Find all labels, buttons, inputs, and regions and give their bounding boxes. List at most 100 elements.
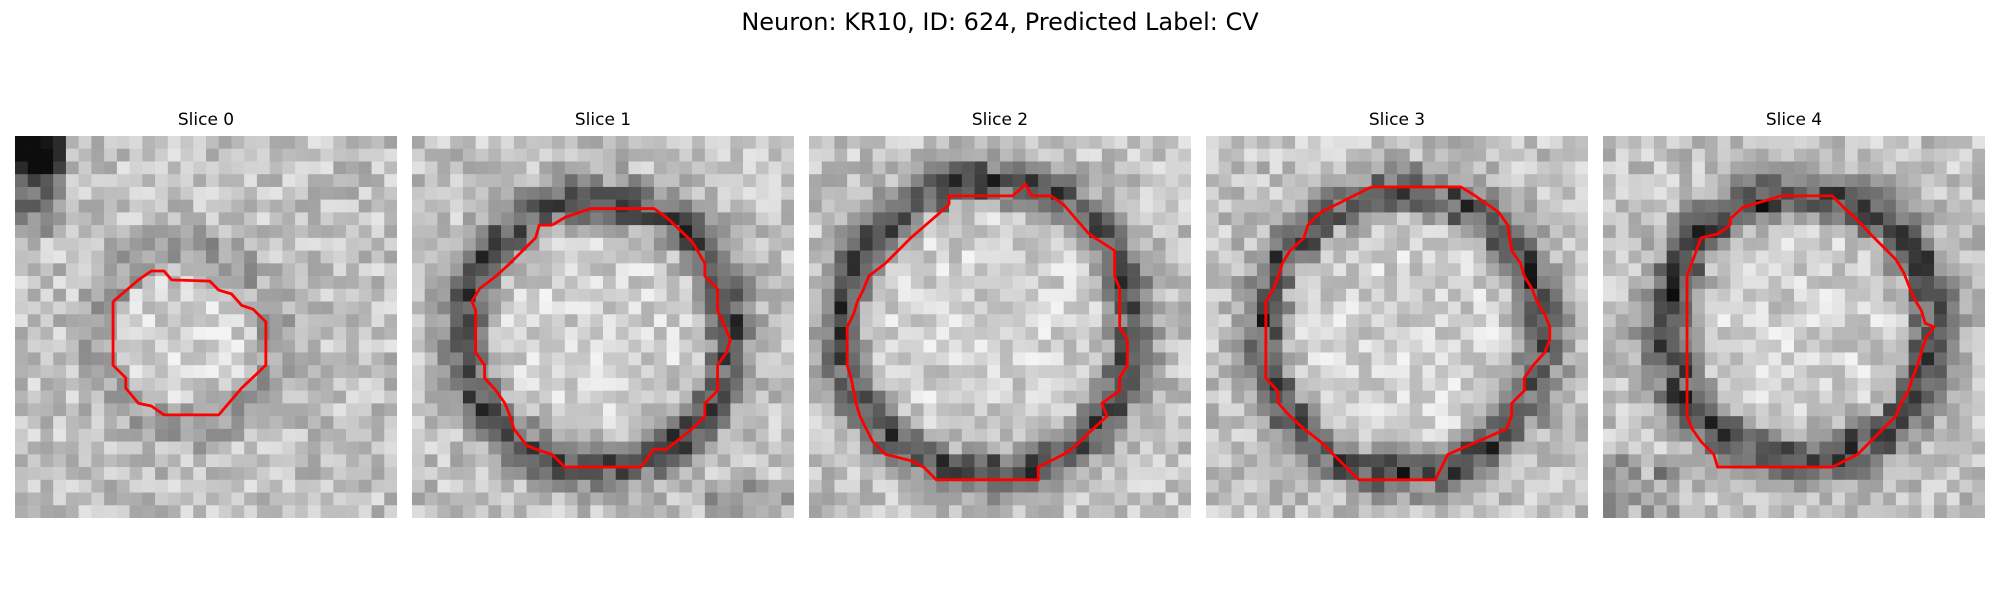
texture-pixel	[206, 492, 219, 506]
texture-pixel	[1704, 212, 1718, 226]
texture-pixel	[1511, 467, 1525, 481]
texture-pixel	[1946, 301, 1960, 315]
texture-pixel	[539, 212, 553, 226]
texture-pixel	[1819, 225, 1833, 239]
texture-pixel	[1127, 225, 1141, 239]
texture-pixel	[91, 352, 105, 366]
texture-pixel	[384, 161, 397, 175]
texture-pixel	[755, 212, 769, 226]
texture-pixel	[1165, 441, 1179, 455]
texture-pixel	[885, 352, 899, 366]
texture-pixel	[1730, 263, 1744, 277]
texture-pixel	[1384, 225, 1398, 239]
texture-pixel	[1806, 148, 1820, 162]
texture-pixel	[129, 301, 143, 315]
texture-pixel	[1346, 314, 1360, 328]
texture-pixel	[358, 212, 372, 226]
texture-pixel	[1934, 467, 1948, 481]
texture-pixel	[1819, 161, 1833, 175]
texture-pixel	[1165, 492, 1179, 506]
texture-pixel	[307, 505, 321, 518]
texture-pixel	[1679, 250, 1693, 264]
texture-pixel	[167, 505, 181, 518]
texture-pixel	[1870, 327, 1884, 340]
texture-pixel	[1397, 225, 1410, 239]
texture-pixel	[53, 403, 67, 417]
texture-pixel	[1101, 250, 1115, 264]
texture-pixel	[628, 276, 642, 290]
texture-pixel	[129, 237, 143, 251]
texture-pixel	[1346, 237, 1360, 251]
texture-pixel	[1320, 276, 1334, 290]
texture-pixel	[193, 403, 207, 417]
texture-pixel	[1819, 390, 1833, 404]
texture-pixel	[628, 288, 642, 302]
texture-pixel	[307, 365, 321, 379]
texture-pixel	[1794, 174, 1807, 188]
texture-pixel	[1781, 365, 1795, 379]
texture-pixel	[1206, 314, 1219, 328]
texture-pixel	[564, 428, 578, 442]
texture-pixel	[641, 492, 655, 506]
texture-pixel	[231, 505, 245, 518]
texture-pixel	[1231, 492, 1245, 506]
texture-pixel	[1178, 250, 1191, 264]
texture-pixel	[1755, 288, 1769, 302]
texture-pixel	[987, 225, 1001, 239]
texture-pixel	[513, 479, 527, 493]
texture-pixel	[641, 505, 655, 518]
texture-pixel	[1460, 416, 1474, 430]
texture-pixel	[40, 479, 54, 493]
texture-pixel	[384, 390, 397, 404]
texture-pixel	[1152, 454, 1166, 468]
texture-pixel	[885, 390, 899, 404]
texture-pixel	[1076, 314, 1090, 328]
texture-pixel	[1857, 365, 1871, 379]
texture-pixel	[1473, 365, 1487, 379]
texture-pixel	[462, 390, 476, 404]
texture-pixel	[1000, 365, 1013, 379]
texture-pixel	[269, 250, 283, 264]
texture-pixel	[1908, 148, 1922, 162]
texture-pixel	[936, 339, 950, 353]
texture-pixel	[1397, 148, 1410, 162]
texture-pixel	[898, 263, 912, 277]
texture-pixel	[987, 288, 1001, 302]
texture-pixel	[1333, 314, 1347, 328]
texture-pixel	[577, 174, 591, 188]
texture-pixel	[692, 339, 706, 353]
texture-pixel	[1244, 288, 1258, 302]
texture-pixel	[872, 136, 886, 149]
texture-pixel	[371, 352, 385, 366]
texture-pixel	[180, 441, 194, 455]
texture-pixel	[1178, 454, 1191, 468]
texture-pixel	[1127, 212, 1141, 226]
texture-pixel	[501, 352, 515, 366]
texture-pixel	[218, 250, 232, 264]
texture-pixel	[1346, 454, 1360, 468]
texture-pixel	[539, 276, 553, 290]
texture-pixel	[462, 339, 476, 353]
texture-pixel	[40, 339, 54, 353]
texture-pixel	[1218, 225, 1232, 239]
texture-pixel	[1628, 148, 1642, 162]
texture-pixel	[513, 199, 527, 213]
texture-pixel	[1346, 212, 1360, 226]
texture-pixel	[1384, 339, 1398, 353]
texture-pixel	[1025, 365, 1039, 379]
texture-pixel	[167, 390, 181, 404]
texture-pixel	[1844, 314, 1858, 328]
texture-pixel	[1628, 454, 1642, 468]
texture-pixel	[1346, 365, 1360, 379]
texture-pixel	[1755, 263, 1769, 277]
texture-pixel	[987, 505, 1001, 518]
texture-pixel	[641, 199, 655, 213]
texture-pixel	[1704, 352, 1718, 366]
texture-pixel	[1282, 301, 1296, 315]
texture-pixel	[27, 199, 41, 213]
texture-pixel	[1908, 225, 1922, 239]
texture-pixel	[1717, 186, 1731, 200]
texture-pixel	[1435, 186, 1449, 200]
texture-pixel	[1511, 365, 1525, 379]
texture-pixel	[1435, 276, 1449, 290]
